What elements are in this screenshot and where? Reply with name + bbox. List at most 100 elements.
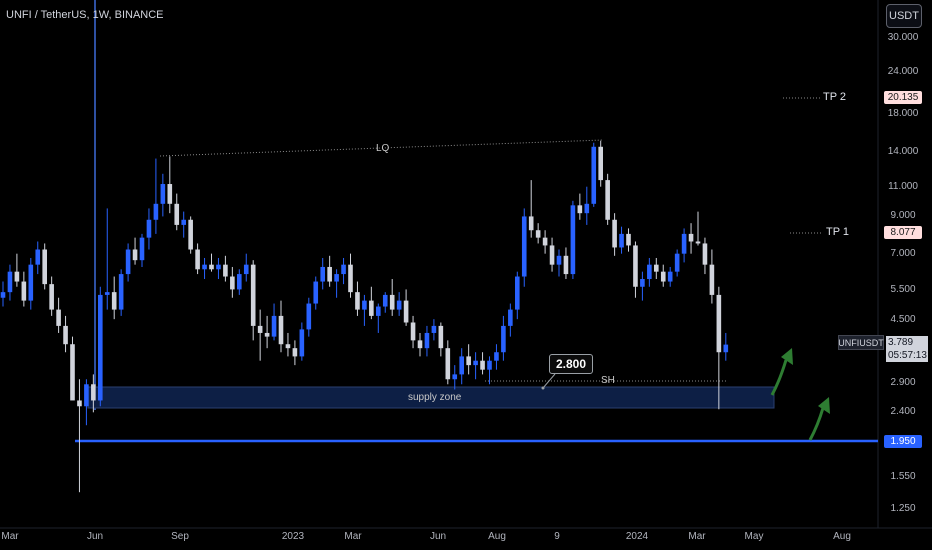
- y-tick: 7.000: [890, 248, 916, 259]
- candle-body: [723, 344, 729, 353]
- y-tick: 2.900: [890, 377, 916, 388]
- lq-label: LQ: [376, 143, 390, 154]
- candle-body: [320, 266, 325, 282]
- candle-body: [681, 233, 687, 254]
- candle-body: [626, 233, 631, 246]
- candle-body: [494, 352, 499, 361]
- last-price-box: 3.789 05:57:13: [886, 336, 928, 362]
- x-tick: 9: [554, 531, 560, 542]
- candle-body: [264, 332, 270, 337]
- candle-body: [362, 300, 367, 310]
- candle-body: [35, 249, 41, 265]
- candle-body: [570, 205, 576, 275]
- candle-body: [153, 203, 159, 220]
- candle-body: [257, 325, 263, 333]
- candle-body: [521, 216, 527, 277]
- x-tick: Jun: [429, 531, 447, 542]
- lq-trendline[interactable]: [159, 139, 604, 157]
- candle-body: [237, 274, 242, 290]
- candle-body: [466, 356, 471, 366]
- candle-body: [327, 266, 332, 282]
- candle-body: [292, 348, 298, 357]
- candle-body: [202, 264, 207, 270]
- candle-body: [341, 264, 346, 275]
- candle-body: [716, 294, 722, 353]
- tp2-label[interactable]: TP 2: [823, 91, 847, 103]
- last-price-value: 3.789: [888, 337, 914, 348]
- candle-body: [452, 374, 458, 380]
- x-tick: Mar: [344, 531, 362, 542]
- candle-body: [709, 264, 715, 295]
- candle-body: [702, 243, 708, 265]
- candle-body: [14, 271, 20, 282]
- candle-body: [619, 233, 624, 248]
- candle-body: [278, 315, 284, 345]
- supply-zone-label: supply zone: [408, 392, 462, 403]
- candle-body: [598, 146, 603, 181]
- bar-countdown: 05:57:13: [888, 350, 927, 361]
- y-tick: 9.000: [890, 210, 916, 221]
- candle-body: [695, 241, 701, 244]
- candle-body: [647, 264, 652, 280]
- candle-body: [542, 237, 548, 246]
- candle-body: [167, 184, 173, 204]
- candle-body: [56, 309, 61, 326]
- candle-body: [667, 271, 673, 282]
- y-tick: 1.550: [890, 471, 916, 482]
- candle-body: [355, 292, 360, 310]
- candle-body: [438, 325, 444, 349]
- x-tick: May: [744, 531, 764, 542]
- candle-body: [660, 271, 666, 282]
- candle-body: [132, 249, 138, 261]
- candles-group: [0, 140, 729, 493]
- candle-body: [334, 274, 339, 282]
- callout-anchor: [541, 386, 545, 390]
- candle-body: [528, 216, 534, 231]
- candle-body: [605, 180, 610, 220]
- candle-body: [654, 264, 659, 272]
- support-price-tag: 1.950: [884, 435, 922, 448]
- candle-body: [181, 219, 186, 225]
- y-tick: 14.000: [887, 146, 919, 157]
- candle-body: [63, 325, 68, 345]
- candle-body: [389, 294, 395, 310]
- x-tick: Mar: [688, 531, 706, 542]
- candle-body: [591, 146, 597, 204]
- candle-body: [584, 203, 590, 214]
- x-tick: Mar: [1, 531, 19, 542]
- candle-body: [633, 245, 638, 287]
- x-tick: Sep: [171, 531, 189, 542]
- candle-body: [403, 300, 409, 323]
- candle-body: [459, 356, 464, 375]
- chart-title: UNFI / TetherUS, 1W, BINANCE: [6, 9, 164, 21]
- candle-body: [674, 253, 680, 272]
- tp1-price-tag: 8.077: [884, 226, 922, 239]
- candle-body: [348, 264, 353, 293]
- candle-body: [42, 249, 47, 285]
- callout-connector: [542, 373, 556, 389]
- candle-body: [487, 360, 492, 370]
- arrow-up-2: [808, 397, 830, 441]
- x-tick: Aug: [488, 531, 506, 542]
- currency-button[interactable]: USDT: [886, 4, 922, 28]
- candle-body: [77, 400, 82, 407]
- candle-body: [160, 184, 166, 204]
- candle-body: [84, 384, 89, 407]
- arrow-up-1: [770, 348, 793, 396]
- tp1-label[interactable]: TP 1: [826, 226, 850, 238]
- candle-body: [7, 271, 13, 293]
- candle-body: [640, 279, 645, 287]
- candle-body: [535, 230, 541, 238]
- candle-body: [417, 340, 423, 349]
- candle-body: [188, 219, 193, 250]
- candle-body: [501, 325, 506, 353]
- y-tick: 24.000: [887, 66, 919, 77]
- candle-body: [174, 203, 180, 225]
- callout-price[interactable]: 2.800: [549, 354, 593, 374]
- candle-body: [473, 360, 478, 366]
- tp2-price-tag: 20.135: [884, 91, 922, 104]
- sh-label: SH: [601, 375, 615, 386]
- candle-body: [480, 360, 485, 370]
- candle-body: [230, 276, 235, 290]
